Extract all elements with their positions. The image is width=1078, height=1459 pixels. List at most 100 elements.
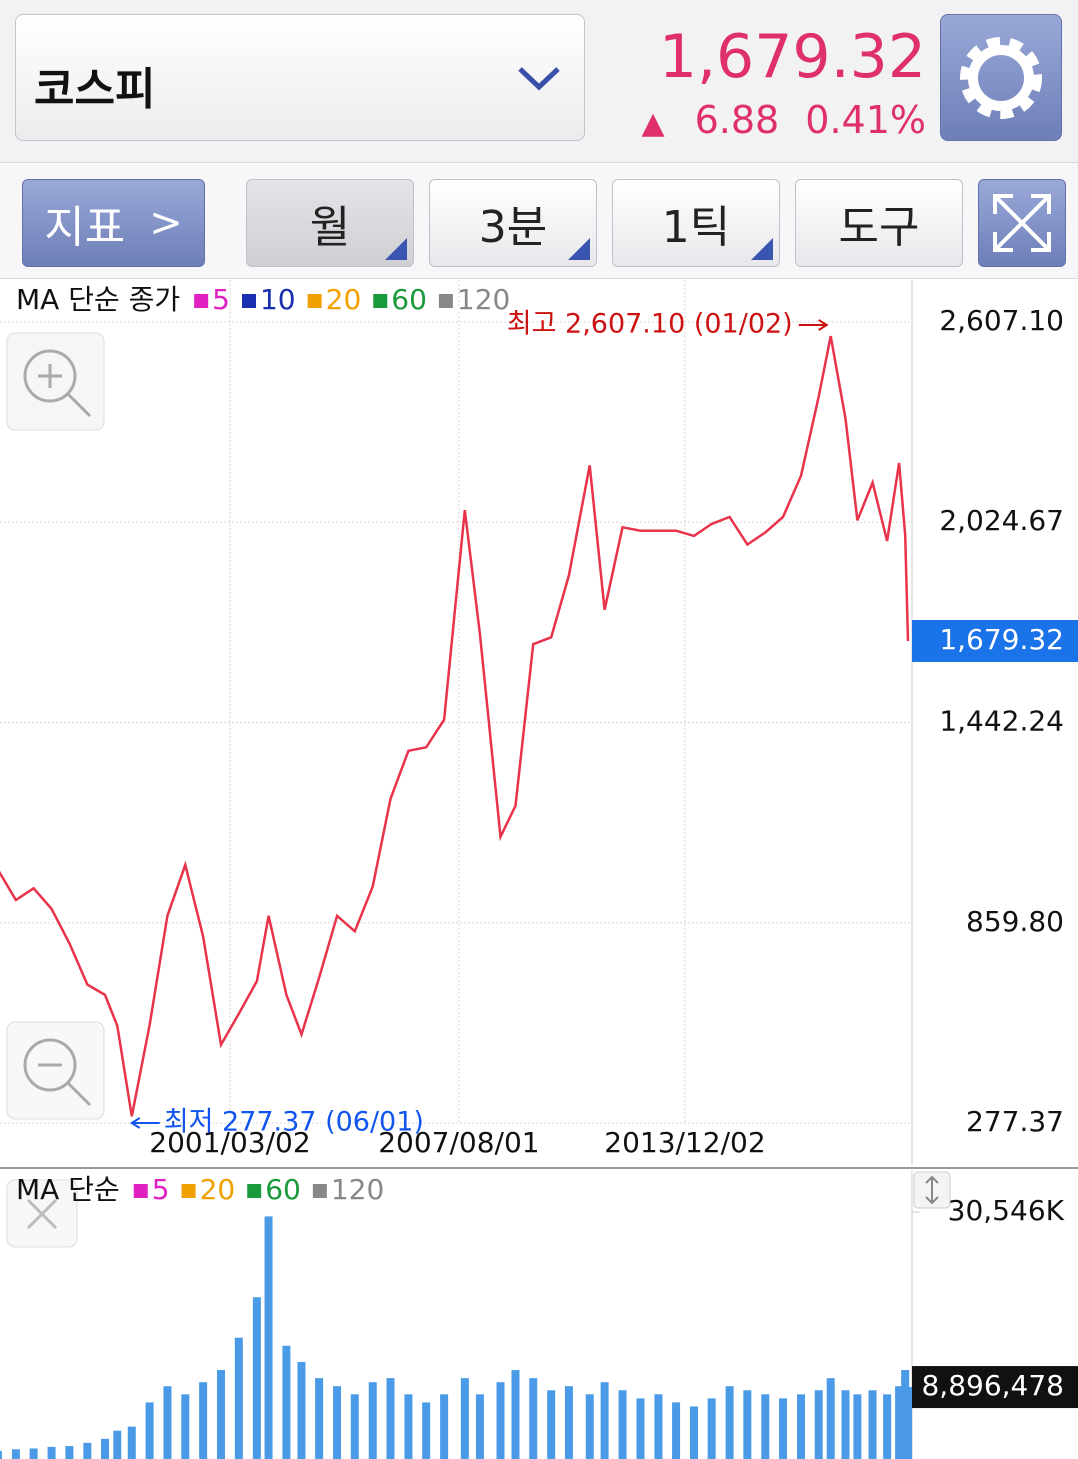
indicator-button[interactable]: 지표 > [22, 179, 205, 267]
volume-bar [440, 1394, 449, 1459]
toolbar: 지표 > 월 3분 1틱 도구 [0, 163, 1078, 279]
volume-bar [145, 1402, 154, 1459]
legend-label: 120 [331, 1173, 384, 1206]
volume-bar [585, 1394, 594, 1459]
volume-bar [814, 1390, 823, 1459]
volume-bar [29, 1448, 38, 1459]
period-label: 월 [309, 202, 351, 253]
x-tick-label: 2013/12/02 [604, 1126, 765, 1159]
volume-bar [796, 1394, 805, 1459]
price: 1,679.32 [658, 22, 926, 92]
zoom-in-icon-lines [38, 364, 92, 418]
volume-bar [547, 1390, 556, 1459]
legend-label: 10 [260, 283, 296, 316]
y-tick-label: 859.80 [966, 905, 1064, 938]
volume-bar [100, 1438, 109, 1459]
symbol-dropdown[interactable]: 코스피 [15, 14, 585, 141]
volume-bar [511, 1370, 520, 1459]
volume-bar [83, 1442, 92, 1459]
annotation-arrow [798, 319, 829, 331]
zoom-in-icon [23, 349, 77, 403]
volume-bar [895, 1386, 904, 1459]
interval-label: 3분 [478, 202, 548, 253]
legend-swatch [241, 294, 256, 308]
volume-bar [181, 1394, 190, 1459]
volume-bar [368, 1382, 377, 1459]
zoom-out-icon-lines [38, 1063, 92, 1107]
legend-label: 5 [152, 1173, 170, 1206]
volume-bar [350, 1394, 359, 1459]
tick-label: 1틱 [661, 202, 731, 253]
tick-button[interactable]: 1틱 [612, 179, 780, 267]
volume-bar [333, 1386, 342, 1459]
volume-bar [0, 1450, 2, 1459]
volume-bar [216, 1370, 225, 1459]
x-tick-label: 2007/08/01 [378, 1126, 539, 1159]
volume-bar [779, 1398, 788, 1459]
volume-bar [127, 1426, 136, 1459]
volume-bar [47, 1446, 56, 1459]
volume-bar [743, 1390, 752, 1459]
current-price-label: 1,679.32 [939, 623, 1064, 656]
settings-button[interactable] [940, 14, 1062, 141]
legend-swatch [312, 1184, 327, 1198]
close-icon [26, 1198, 58, 1230]
volume-bar [460, 1378, 469, 1459]
zoom-out-icon [23, 1038, 77, 1092]
chevron: > [149, 200, 183, 246]
change-row: ▲ 6.88 0.41% [642, 98, 927, 142]
legend-label: 5 [212, 283, 230, 316]
y-tick-label: 1,442.24 [939, 704, 1064, 737]
volume-bar [422, 1402, 431, 1459]
volume-bar [690, 1406, 699, 1459]
symbol: 코스피 [34, 64, 156, 115]
interval-button[interactable]: 3분 [429, 179, 597, 267]
current-volume-box [912, 1366, 1078, 1409]
legend-swatch [181, 1184, 196, 1198]
legend-label: 120 [457, 283, 510, 316]
y-tick-label: 30,546K [948, 1194, 1065, 1227]
y-tick-label: 2,607.10 [939, 304, 1064, 337]
legend-swatch [194, 294, 209, 308]
volume-bar [672, 1402, 681, 1459]
volume-bar [496, 1382, 505, 1459]
indicator-label: 지표 [44, 202, 126, 253]
header: 코스피 1,679.32 ▲ 6.88 0.41% [0, 0, 1078, 163]
volume-bar [264, 1216, 273, 1459]
volume-bar [11, 1449, 20, 1459]
volume-bar [707, 1398, 716, 1459]
period-button[interactable]: 월 [246, 179, 414, 267]
volume-bar [315, 1378, 324, 1459]
volume-bar [761, 1394, 770, 1459]
volume-bar [65, 1446, 74, 1459]
tool-button[interactable]: 도구 [795, 179, 963, 267]
expand-button[interactable] [978, 179, 1066, 267]
volume-bar [636, 1398, 645, 1459]
volume-bar [904, 1387, 913, 1459]
legend-title: MA 단순 종가 [16, 283, 180, 316]
volume-bar [564, 1386, 573, 1459]
volume-bar [386, 1378, 395, 1459]
legend-label: 60 [391, 283, 427, 316]
volume-bar [529, 1378, 538, 1459]
legend-title: MA 단순 [16, 1173, 120, 1206]
gear-icon [960, 37, 1042, 119]
legend-label: 20 [200, 1173, 236, 1206]
change: 6.88 [694, 98, 780, 142]
legend-swatch [133, 1184, 148, 1198]
volume-bar [199, 1382, 208, 1459]
volume-bar [725, 1386, 734, 1459]
up-arrow: ▲ [641, 106, 665, 141]
legend-swatch [247, 1184, 262, 1198]
annotation: 최저 277.37 (06/01) [164, 1107, 424, 1138]
legend-swatch [373, 294, 388, 308]
volume-bar [163, 1386, 172, 1459]
current-price-box [912, 619, 1078, 662]
volume-bar [282, 1345, 291, 1459]
volume-bar [404, 1394, 413, 1459]
y-tick-label: 277.37 [966, 1105, 1064, 1138]
volume-bar [826, 1378, 835, 1459]
legend-swatch [307, 294, 322, 308]
